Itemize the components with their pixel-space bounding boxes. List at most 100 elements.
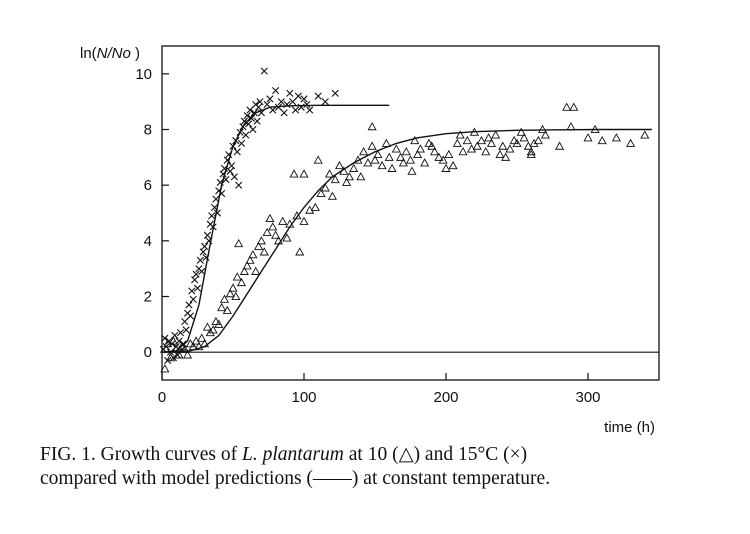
triangle-point <box>448 160 458 170</box>
triangle-point <box>516 127 526 136</box>
cross-point <box>237 139 246 148</box>
cross-point <box>250 109 258 117</box>
cross-point <box>239 123 247 131</box>
triangle-point <box>320 183 330 192</box>
triangle-point <box>182 350 193 359</box>
y-tick-label: 2 <box>144 289 152 306</box>
growth-curve-chart: 0 2 4 6 8 10 0 100 200 300 ln(N/No ) time (h) <box>80 45 660 436</box>
triangle-point <box>313 155 323 164</box>
cross-point <box>260 67 268 75</box>
cross-point <box>208 212 216 220</box>
triangle-point <box>611 133 621 142</box>
cross-point <box>182 326 190 334</box>
triangle-point <box>486 138 497 147</box>
triangle-point <box>200 339 210 348</box>
triangle-point <box>234 238 244 248</box>
triangle-point <box>444 149 454 159</box>
cross-point <box>198 267 206 276</box>
triangle-point <box>282 233 292 242</box>
cross-point <box>303 100 311 109</box>
cross-point <box>162 343 170 351</box>
triangle-point <box>310 202 320 211</box>
triangle-point <box>398 158 408 167</box>
triangle-point <box>349 163 359 172</box>
triangle-point <box>253 241 264 250</box>
cross-point <box>185 301 193 309</box>
cross-point <box>199 248 207 256</box>
plot-frame <box>161 45 660 381</box>
triangle-point <box>232 272 242 281</box>
triangle-point <box>248 250 258 259</box>
triangle-point <box>370 155 380 164</box>
triangle-point <box>469 127 479 136</box>
cross-point <box>242 131 250 139</box>
triangle-point <box>356 172 366 181</box>
triangle-point <box>278 216 288 225</box>
cross-point <box>186 312 194 320</box>
triangle-point <box>188 341 198 351</box>
triangle-point <box>239 266 249 275</box>
triangle-point <box>405 155 416 164</box>
triangle-point <box>555 141 565 150</box>
model-curve-1 <box>161 104 390 353</box>
triangle-point <box>217 302 227 312</box>
cross-point <box>201 242 209 250</box>
triangle-point <box>472 141 482 150</box>
triangle-point <box>438 155 448 164</box>
cross-point <box>191 276 199 284</box>
triangle-point <box>597 135 607 145</box>
cross-point <box>225 150 233 159</box>
y-axis: 0 2 4 6 8 10 <box>135 66 169 361</box>
cross-point <box>280 109 288 117</box>
cross-point <box>164 356 172 365</box>
triangle-point <box>495 149 505 159</box>
triangle-point <box>484 133 494 142</box>
triangle-point <box>363 158 373 167</box>
cross-point <box>218 189 226 198</box>
cross-point <box>236 128 244 136</box>
triangle-point <box>526 147 536 156</box>
triangle-point <box>353 155 363 164</box>
cross-point <box>306 106 314 114</box>
cross-point <box>192 270 200 278</box>
cross-point <box>235 181 243 189</box>
cross-point <box>188 287 196 295</box>
triangle-point <box>401 147 411 156</box>
triangle-point <box>197 333 207 342</box>
triangle-point <box>214 319 224 328</box>
triangle-point <box>537 124 548 133</box>
cross-point <box>263 100 271 109</box>
cross-point <box>286 89 294 97</box>
cross-point <box>193 284 202 292</box>
triangle-point <box>387 163 397 172</box>
cross-point <box>205 237 213 245</box>
triangle-point <box>458 147 468 156</box>
cross-point <box>178 345 186 353</box>
triangle-point <box>430 147 440 156</box>
y-tick-label: 0 <box>144 344 152 361</box>
triangle-point <box>359 147 369 156</box>
x-tick-label: 200 <box>433 389 458 406</box>
triangle-point <box>316 188 326 198</box>
triangle-point <box>222 305 232 314</box>
triangle-point <box>160 364 170 373</box>
triangle-point <box>533 135 543 145</box>
cross-point <box>161 334 169 342</box>
triangle-point <box>202 322 213 331</box>
cross-point <box>232 137 240 145</box>
triangle-point <box>498 141 508 150</box>
triangle-point <box>476 135 487 145</box>
x-axis-label: time (h) <box>604 419 655 436</box>
triangle-point <box>640 130 650 139</box>
triangle-point <box>509 135 519 145</box>
triangle-point <box>262 227 272 236</box>
triangle-point <box>367 121 377 131</box>
triangle-point <box>259 247 269 256</box>
triangle-point <box>569 102 579 111</box>
x-tick-label: 100 <box>291 389 316 406</box>
caption-line-2: compared with model predictions (——) at … <box>40 468 551 489</box>
triangle-point <box>285 219 295 228</box>
triangle-point <box>501 152 511 161</box>
cross-point <box>274 103 283 111</box>
caption-species: L. plantarum <box>242 444 344 465</box>
